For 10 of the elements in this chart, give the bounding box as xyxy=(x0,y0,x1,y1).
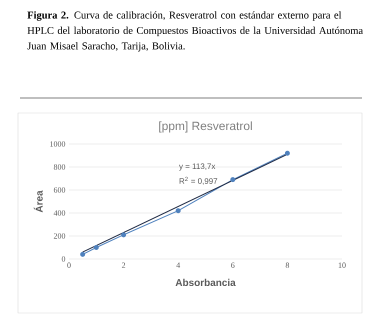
y-axis-title: Área xyxy=(34,190,43,212)
point xyxy=(230,177,236,182)
point xyxy=(176,208,181,214)
chart-title: [ppm] Resveratrol xyxy=(159,121,252,133)
x-axis-title: Absorbancia xyxy=(176,278,236,286)
point xyxy=(121,232,126,238)
point xyxy=(94,245,99,250)
text: Figura 2. Curva de calibración, Resveratrol con estándar externo para el HPLC del laboratorio de Compuestos Bioactivos de la Universidad Autónoma Juan Misael Saracho, Tarija, Bolivia. xyxy=(27,11,363,52)
point xyxy=(80,252,86,257)
point xyxy=(284,150,290,156)
